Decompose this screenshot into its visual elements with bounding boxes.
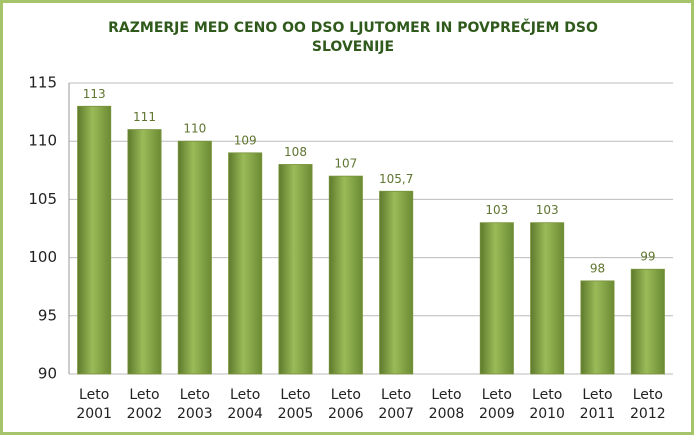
x-tick-label: Leto 2001 [76, 387, 112, 422]
x-tick-label: Leto 2008 [428, 387, 465, 422]
x-tick-label: Leto 2011 [579, 387, 616, 422]
bar [228, 152, 263, 375]
y-tick-label: 115 [28, 74, 57, 92]
data-label: 99 [640, 250, 655, 264]
bar [328, 175, 363, 375]
bar [379, 190, 414, 375]
x-tick-label: Leto 2010 [529, 387, 565, 422]
x-tick-label: Leto 2006 [328, 387, 364, 422]
data-label: 107 [334, 157, 357, 171]
data-label: 110 [183, 122, 206, 136]
x-tick-label: Leto 2003 [177, 387, 213, 422]
data-label: 108 [284, 145, 307, 159]
bar [479, 222, 514, 375]
data-label: 105,7 [379, 172, 413, 186]
x-tick-label: Leto 2005 [277, 387, 314, 422]
data-label: 103 [536, 203, 559, 217]
bar [630, 268, 665, 375]
y-tick-label: 95 [38, 306, 57, 324]
x-tick-label: Leto 2002 [126, 387, 163, 422]
y-tick-label: 100 [28, 248, 57, 266]
x-tick-label: Leto 2009 [479, 387, 515, 422]
x-tick-label: Leto 2007 [378, 387, 414, 422]
data-label: 109 [234, 133, 257, 147]
plot: 90 95 100 105 110 115 113 111 110 109 108 107 105,7 1… [28, 74, 673, 383]
data-label: 103 [485, 203, 508, 217]
y-tick-label: 105 [28, 190, 57, 208]
bar [77, 105, 112, 375]
bar [177, 140, 212, 375]
bar [127, 129, 162, 375]
x-tick-label: Leto 2004 [227, 387, 263, 422]
data-label: 98 [590, 261, 605, 275]
bar [580, 280, 615, 375]
data-label: 113 [83, 87, 106, 101]
bar [530, 222, 565, 375]
y-tick-label: 90 [38, 365, 57, 383]
x-tick-label: Leto 2012 [630, 387, 666, 422]
chart-title: RAZMERJE MED CENO OO DSO LJUTOMER IN POV… [108, 20, 598, 55]
y-tick-label: 110 [28, 132, 57, 150]
data-label: 111 [133, 110, 156, 124]
bar [278, 164, 313, 375]
